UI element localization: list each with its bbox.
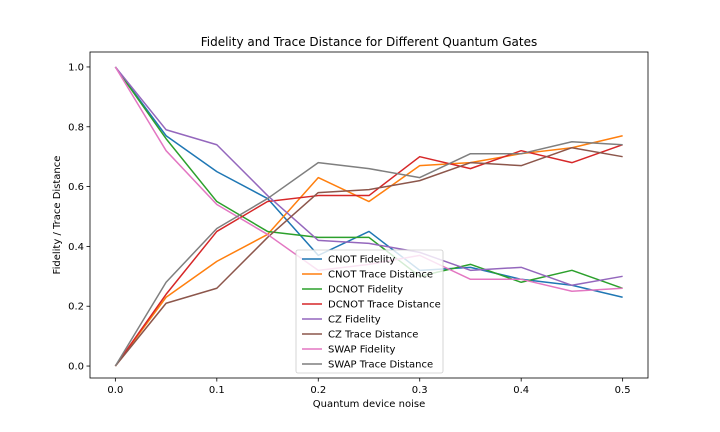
y-tick-label: 0.8: [68, 122, 84, 133]
legend-label: CZ Trace Distance: [328, 330, 418, 341]
y-tick-label: 0.2: [68, 302, 84, 313]
series-line-4: [114, 144, 623, 367]
series-line-6: [114, 146, 623, 367]
legend-label: SWAP Trace Distance: [328, 360, 433, 371]
x-tick-label: 0.4: [513, 385, 529, 396]
x-axis: 0.0 0.1 0.2 0.3 0.4 0.5: [107, 378, 631, 396]
y-tick-label: 0.4: [68, 242, 84, 253]
series-lines: [114, 66, 623, 367]
chart-title: Fidelity and Trace Distance for Differen…: [201, 35, 538, 49]
series-line-8: [114, 140, 623, 367]
y-tick-label: 0.0: [68, 362, 84, 373]
series-line-1: [114, 66, 623, 298]
legend-label: CNOT Fidelity: [328, 255, 395, 266]
x-tick-label: 0.1: [209, 385, 225, 396]
legend-label: CZ Fidelity: [328, 315, 381, 326]
y-axis: 0.0 0.2 0.4 0.6 0.8 1.0: [68, 62, 90, 373]
plot-frame: [89, 51, 649, 379]
legend-label: DCNOT Fidelity: [328, 285, 403, 296]
legend-box: [295, 249, 444, 374]
x-tick-label: 0.0: [107, 385, 123, 396]
x-tick-label: 0.2: [310, 385, 326, 396]
legend-label: CNOT Trace Distance: [328, 270, 433, 281]
series-line-5: [114, 66, 623, 287]
series-line-3: [114, 66, 623, 289]
series-line-2: [114, 135, 623, 367]
legend: CNOT Fidelity CNOT Trace Distance DCNOT Fi…: [295, 249, 444, 374]
x-axis-label: Quantum device noise: [313, 399, 425, 410]
legend-label: DCNOT Trace Distance: [328, 300, 441, 311]
x-tick-label: 0.3: [412, 385, 428, 396]
legend-label: SWAP Fidelity: [328, 345, 396, 356]
y-tick-label: 1.0: [68, 62, 84, 73]
y-tick-label: 0.6: [68, 182, 84, 193]
y-axis-label: Fidelity / Trace Distance: [52, 156, 63, 275]
x-tick-label: 0.5: [615, 385, 631, 396]
